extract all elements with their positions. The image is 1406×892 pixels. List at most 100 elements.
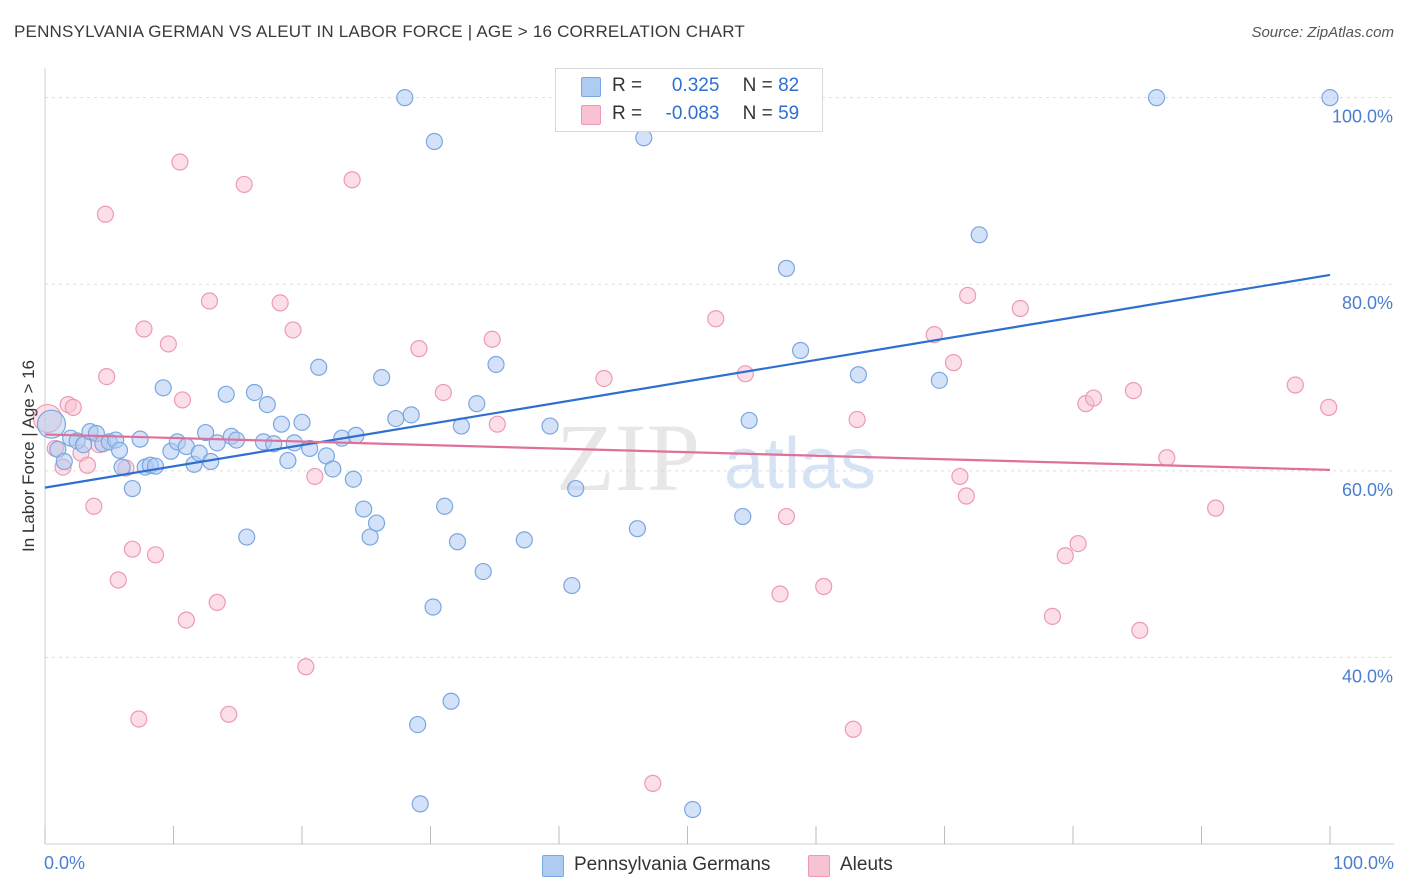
blue-point [279, 451, 297, 470]
pink-point [1320, 398, 1338, 416]
y-tick-label: 40.0% [1342, 666, 1393, 686]
blue-point [344, 470, 362, 488]
pink-point [410, 340, 428, 358]
blue-point [113, 458, 131, 476]
legend-label-aleut: Aleuts [840, 854, 893, 875]
blue-point [131, 430, 149, 448]
pink-point [1131, 621, 1149, 639]
pink-point [200, 292, 219, 310]
r-label: R = [612, 75, 643, 96]
pink-point [1011, 299, 1029, 318]
pink-point [1056, 547, 1074, 565]
blue-point [563, 576, 581, 595]
legend-label-pa-german: Pennsylvania Germans [574, 854, 771, 875]
blue-point [411, 795, 429, 813]
blue-point [436, 497, 454, 515]
pa-german-trend-line [44, 273, 1331, 489]
blue-point [293, 413, 311, 431]
pink-point [343, 171, 361, 189]
blue-point [930, 371, 948, 389]
r-value: -0.083 [665, 103, 720, 124]
blue-point [777, 259, 796, 277]
blue-point [468, 395, 486, 413]
blue-point [849, 366, 868, 384]
blue-point [36, 409, 67, 439]
pink-point [1207, 499, 1225, 517]
n-label: N = [742, 75, 773, 96]
pink-point [1124, 381, 1142, 400]
blue-point [567, 479, 585, 498]
pink-point [235, 175, 253, 194]
pink-point [1043, 607, 1062, 625]
blue-point [635, 129, 653, 147]
blue-point [734, 507, 752, 526]
pink-point [98, 368, 116, 386]
pink-point [135, 320, 153, 338]
aleut-points [32, 153, 1338, 792]
legend-text-aleut: R = -0.083 N = 59 [612, 101, 799, 127]
y-tick-label: 60.0% [1342, 480, 1393, 500]
pink-point [644, 774, 662, 792]
blue-point [515, 531, 533, 549]
blue-point [396, 89, 414, 107]
pink-point [815, 577, 833, 596]
pink-point [707, 310, 725, 328]
blue-point [123, 479, 141, 498]
pink-point [284, 321, 302, 339]
blue-point [238, 528, 256, 546]
blue-point [197, 423, 215, 442]
pink-point [1158, 449, 1176, 467]
pink-point [96, 205, 114, 223]
pink-point [297, 658, 315, 676]
blue-point [740, 411, 758, 430]
legend-swatch-pink [581, 105, 601, 125]
x-tick-min: 0.0% [44, 853, 85, 873]
source-note: Source: ZipAtlas.com [1251, 24, 1394, 41]
pink-point [771, 585, 789, 603]
pink-point [488, 415, 506, 433]
legend-text-pa-german: R = 0.325 N = 82 [612, 73, 799, 99]
pink-point [736, 365, 754, 383]
pink-point [1286, 376, 1304, 394]
r-value: 0.325 [671, 75, 720, 96]
pink-point [220, 705, 238, 723]
blue-point [361, 528, 379, 546]
pink-point [109, 571, 127, 589]
pink-point [483, 330, 501, 348]
blue-point [245, 383, 264, 402]
pink-point [1069, 534, 1087, 553]
blue-point [970, 226, 988, 244]
r-label: R = [612, 103, 643, 124]
blue-point [387, 409, 405, 428]
blue-point [324, 460, 342, 478]
blue-point [442, 692, 460, 710]
pink-point [957, 487, 975, 505]
pink-point [271, 294, 289, 312]
blue-point [310, 358, 328, 376]
legend-swatch-blue [581, 77, 601, 97]
pink-point [123, 540, 141, 558]
y-axis-label: In Labor Force | Age > 16 [19, 360, 38, 552]
pink-point [177, 611, 195, 629]
pink-point [1084, 389, 1103, 407]
blue-point [448, 533, 467, 551]
blue-point [402, 406, 420, 424]
n-value: 82 [778, 75, 800, 96]
chart-title: PENNSYLVANIA GERMAN VS ALEUT IN LABOR FO… [14, 22, 745, 41]
legend-swatch-pink [808, 855, 830, 877]
n-value: 59 [778, 103, 800, 124]
pink-point [130, 710, 148, 728]
blue-point [285, 434, 303, 452]
y-tick-label: 100.0% [1332, 107, 1393, 127]
pink-point [159, 335, 177, 353]
blue-point [684, 800, 702, 819]
blue-point [628, 520, 646, 538]
blue-point [474, 562, 492, 581]
blue-point [217, 385, 235, 403]
pink-point [944, 354, 963, 372]
y-tick-label: 80.0% [1342, 293, 1393, 313]
pink-point [306, 467, 324, 486]
series-legend: Pennsylvania Germans Aleuts [0, 852, 1406, 878]
blue-point [154, 379, 172, 397]
